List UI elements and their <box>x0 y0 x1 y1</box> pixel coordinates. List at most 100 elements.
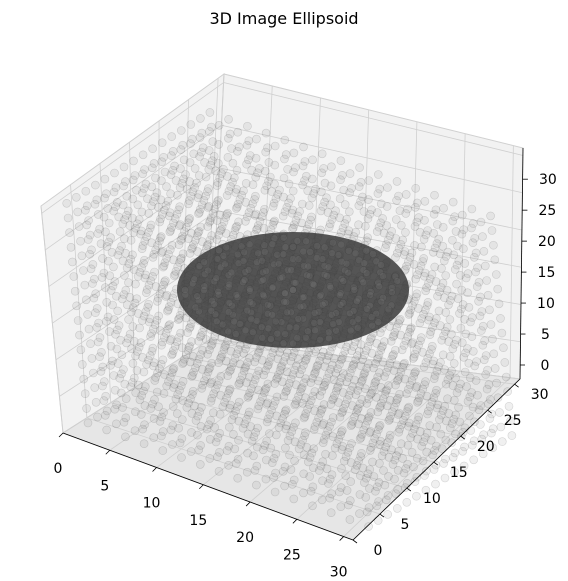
voxel-point <box>441 379 451 389</box>
voxel-point <box>262 417 272 427</box>
voxel-point <box>272 411 281 421</box>
voxel-point <box>216 390 225 400</box>
ellipsoid-point <box>320 243 329 252</box>
grid-line <box>86 417 381 515</box>
voxel-point <box>175 221 184 230</box>
voxel-point <box>289 148 299 158</box>
voxel-point <box>188 386 198 396</box>
voxel-point <box>177 381 186 391</box>
voxel-point <box>327 489 336 499</box>
voxel-point <box>418 384 428 394</box>
voxel-point <box>232 204 241 213</box>
voxel-point <box>170 161 179 171</box>
voxel-point <box>297 365 306 374</box>
voxel-point <box>435 415 444 424</box>
voxel-point <box>412 382 422 391</box>
voxel-point <box>121 394 131 404</box>
voxel-point <box>70 286 80 296</box>
voxel-point <box>317 495 327 505</box>
voxel-point <box>391 398 401 408</box>
voxel-point <box>178 415 187 424</box>
ellipsoid-point <box>241 326 250 335</box>
ellipsoid-point <box>257 323 266 331</box>
voxel-point <box>345 496 355 505</box>
voxel-point <box>188 370 197 380</box>
voxel-point <box>234 217 243 227</box>
ellipsoid-point <box>272 317 280 326</box>
voxel-point <box>110 404 120 414</box>
voxel-point <box>138 241 148 250</box>
voxel-point <box>261 455 271 465</box>
ellipsoid-point <box>245 240 254 249</box>
voxel-point <box>121 249 130 258</box>
voxel-point <box>409 371 419 381</box>
voxel-point <box>213 452 222 462</box>
voxel-point <box>450 340 459 349</box>
voxel-point <box>234 435 243 445</box>
voxel-point <box>138 169 147 179</box>
voxel-point <box>396 367 406 377</box>
voxel-point <box>453 241 462 251</box>
voxel-point <box>264 158 274 167</box>
voxel-point <box>473 263 482 272</box>
ellipsoid-point <box>328 249 336 257</box>
voxel-point <box>80 280 90 290</box>
voxel-point <box>319 382 328 392</box>
voxel-point <box>108 281 118 291</box>
voxel-point <box>354 201 364 210</box>
voxel-point <box>283 348 292 358</box>
voxel-point <box>149 414 159 423</box>
voxel-point <box>153 368 162 378</box>
voxel-point <box>166 245 175 254</box>
voxel-point <box>355 163 364 172</box>
voxel-point <box>113 250 123 260</box>
voxel-point <box>437 444 447 454</box>
voxel-point <box>174 205 184 215</box>
voxel-point <box>176 220 185 229</box>
voxel-point <box>366 427 375 436</box>
voxel-point <box>205 454 215 463</box>
voxel-point <box>349 359 359 369</box>
ellipsoid-point <box>195 307 203 316</box>
voxel-point <box>400 358 409 368</box>
ellipsoid-point <box>332 309 340 317</box>
voxel-point <box>346 458 356 467</box>
y-tick-label: 20 <box>477 439 495 455</box>
voxel-point <box>305 453 315 462</box>
voxel-point <box>163 197 173 206</box>
voxel-point <box>390 328 400 337</box>
voxel-point <box>365 428 375 437</box>
ellipsoid-point <box>360 259 368 267</box>
voxel-point <box>391 345 400 355</box>
voxel-point <box>282 203 292 212</box>
voxel-point <box>174 333 184 342</box>
voxel-point <box>263 360 273 370</box>
voxel-point <box>216 371 226 381</box>
grid-line <box>219 167 523 231</box>
ellipsoid-point <box>337 257 346 266</box>
voxel-point <box>361 473 371 483</box>
voxel-point <box>161 292 171 301</box>
voxel-point <box>83 418 93 428</box>
ellipsoid-point <box>388 284 396 292</box>
voxel-point <box>180 227 189 236</box>
voxel-point <box>385 359 395 368</box>
voxel-point <box>301 374 311 384</box>
voxel-point <box>421 466 431 476</box>
voxel-point <box>442 285 452 295</box>
ellipsoid-point <box>287 266 295 274</box>
ellipsoid-point <box>181 286 189 294</box>
voxel-point <box>351 355 361 365</box>
voxel-point <box>329 210 339 220</box>
voxel-point <box>378 214 387 223</box>
voxel-point <box>477 326 486 335</box>
voxel-point <box>147 329 156 338</box>
voxel-point <box>95 224 104 234</box>
voxel-point <box>375 420 385 430</box>
voxel-point <box>404 418 414 428</box>
voxel-point <box>217 222 227 231</box>
voxel-point <box>418 456 428 466</box>
voxel-point <box>193 430 202 440</box>
voxel-point <box>445 423 455 433</box>
voxel-point <box>188 134 197 144</box>
